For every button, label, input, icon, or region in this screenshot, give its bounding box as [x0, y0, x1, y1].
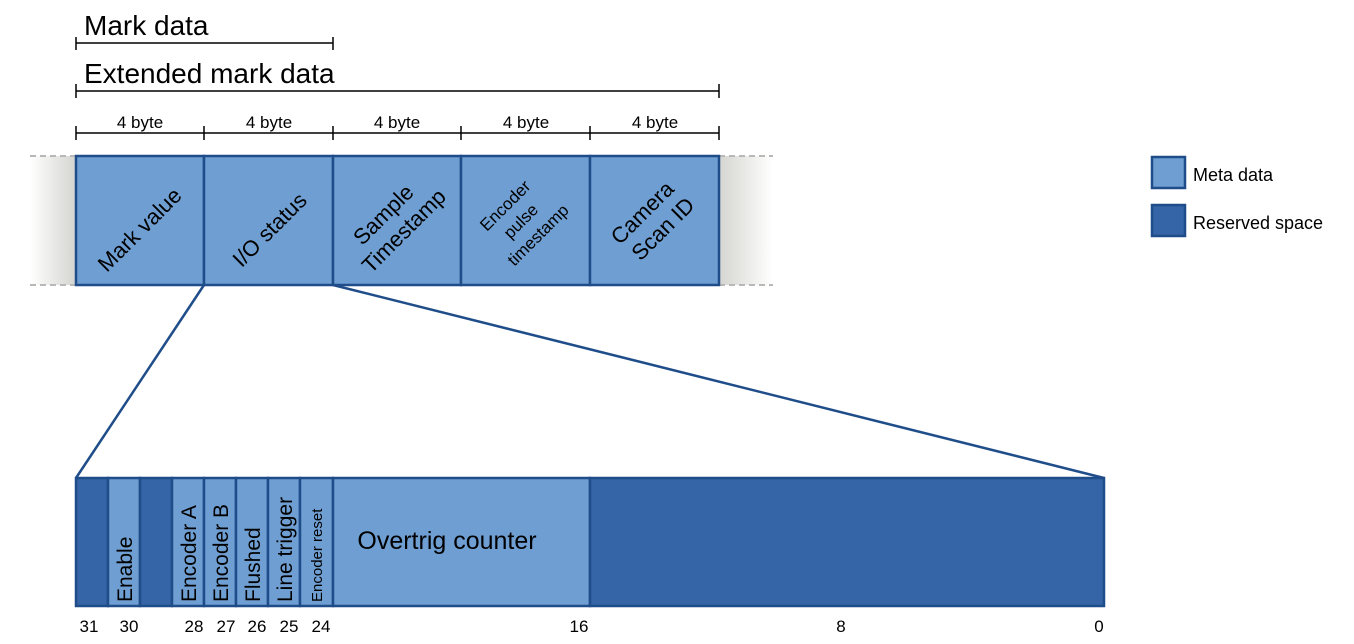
legend: Meta data Reserved space [1150, 155, 1323, 238]
expansion-lines [74, 283, 1105, 480]
bit-label-encoder-b: Encoder B [210, 504, 233, 602]
bit-label-line-trigger: Line trigger [274, 497, 297, 602]
bit-number: 16 [570, 617, 589, 636]
field-boxes [74, 154, 721, 287]
bit-label-encoder-reset: Encoder reset [309, 508, 326, 602]
bit-label-encoder-a: Encoder A [178, 505, 201, 602]
field-box-encoder-pulse-timestamp [459, 154, 592, 287]
field-box-mark-value [74, 154, 206, 287]
bit-number: 25 [280, 617, 299, 636]
field-box-io-status [202, 154, 335, 287]
bit-reserved-31 [74, 476, 110, 608]
legend-label-reserved: Reserved space [1193, 213, 1323, 233]
byte-size-label: 4 byte [632, 113, 678, 132]
continuation-shading [30, 155, 773, 286]
byte-size-bracket [75, 126, 720, 140]
bit-number: 26 [248, 617, 267, 636]
extended-mark-data-bracket [75, 84, 720, 98]
bits-overtrig-counter [331, 476, 592, 608]
bit-number: 30 [120, 617, 139, 636]
bits-reserved-low [588, 476, 1106, 608]
byte-size-label: 4 byte [374, 113, 420, 132]
bit-number: 27 [217, 617, 236, 636]
bit-reserved-29 [138, 476, 174, 608]
legend-swatch-reserved [1150, 203, 1187, 238]
bit-label-flushed: Flushed [242, 527, 265, 602]
legend-label-meta: Meta data [1193, 165, 1274, 185]
bit-number: 28 [185, 617, 204, 636]
bit-number: 0 [1094, 617, 1103, 636]
mark-data-bracket [75, 37, 334, 50]
bit-encoder-a [170, 476, 206, 608]
bit-number: 24 [312, 617, 331, 636]
extended-mark-data-label: Extended mark data [84, 58, 335, 89]
io-status-bits [74, 476, 1106, 608]
bit-label-enable: Enable [114, 537, 137, 602]
bit-line-trigger [266, 476, 302, 608]
legend-swatch-meta [1150, 155, 1187, 190]
bit-flushed [234, 476, 270, 608]
byte-size-label: 4 byte [117, 113, 163, 132]
byte-size-label: 4 byte [246, 113, 292, 132]
mark-data-label: Mark data [84, 10, 209, 41]
field-box-camera-scan-id [588, 154, 721, 287]
bit-label-overtrig-counter: Overtrig counter [357, 527, 536, 555]
byte-size-label: 4 byte [503, 113, 549, 132]
bit-number: 8 [836, 617, 845, 636]
bit-number: 31 [80, 617, 99, 636]
